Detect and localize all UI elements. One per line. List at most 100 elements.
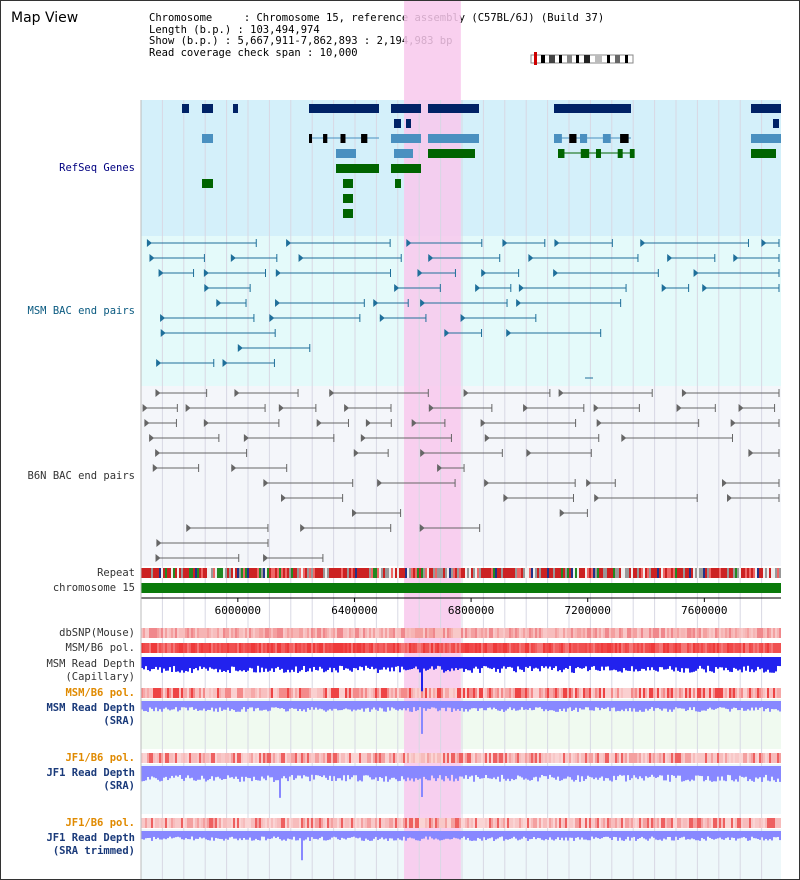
jf1-b6-pol-cell	[169, 753, 171, 763]
jf1-b6-pol-cell	[669, 753, 671, 763]
jf1-trim-depth-bar	[591, 831, 593, 837]
msm-sra-depth-bar	[745, 701, 747, 711]
jf1-trim-depth-bar	[385, 831, 387, 839]
jf1-sra-depth-bar	[313, 766, 315, 780]
jf1-b6-pol-cell	[711, 753, 713, 763]
jf1-b6-pol-cell	[555, 753, 557, 763]
repeat-element	[171, 568, 173, 578]
msm-b6-pol-2-cell	[495, 688, 497, 698]
msm-b6-pol-cell	[655, 643, 657, 653]
track-label-b6n-bac[interactable]: B6N BAC end pairs	[27, 470, 135, 482]
jf1-sra-depth-bar	[763, 766, 765, 778]
jf1-b6-pol-cell	[435, 753, 437, 763]
jf1-b6-pol-2-cell	[769, 818, 771, 828]
msm-bac-end-marker	[158, 269, 164, 277]
jf1-trim-depth-bar	[393, 831, 395, 841]
msm-cap-depth-bar	[141, 657, 143, 669]
msm-b6-pol-2-cell	[407, 688, 409, 698]
msm-sra-depth-bar	[517, 701, 519, 711]
msm-b6-pol-cell	[691, 643, 693, 653]
gene-exon	[617, 149, 623, 158]
dbsnp-cell	[367, 628, 369, 638]
msm-b6-pol-cell	[519, 643, 521, 653]
track-label-msm-bac[interactable]: MSM BAC end pairs	[27, 305, 135, 317]
msm-cap-depth-bar	[493, 657, 495, 668]
msm-b6-pol-2-cell	[287, 688, 289, 698]
msm-b6-pol-cell	[659, 643, 661, 653]
msm-cap-depth-bar	[525, 657, 527, 667]
msm-sra-depth-bar	[181, 701, 183, 708]
jf1-trim-depth-bar	[459, 831, 461, 840]
jf1-sra-depth-bar	[345, 766, 347, 782]
dbsnp-cell	[551, 628, 553, 638]
msm-b6-pol-2-cell	[689, 688, 691, 698]
msm-sra-depth-bar	[251, 701, 253, 708]
msm-b6-pol-cell	[599, 643, 601, 653]
msm-cap-depth-bar	[517, 657, 519, 667]
msm-cap-depth-bar	[703, 657, 705, 670]
jf1-b6-pol-cell	[201, 753, 203, 763]
repeat-element	[409, 568, 411, 578]
jf1-sra-depth-bar	[397, 766, 399, 782]
repeat-element	[709, 568, 711, 578]
track-label-refseq[interactable]: RefSeq Genes	[59, 162, 135, 174]
msm-b6-pol-2-cell	[585, 688, 587, 698]
dbsnp-cell	[165, 628, 167, 638]
dbsnp-cell	[687, 628, 689, 638]
jf1-trim-depth-bar	[305, 831, 307, 840]
jf1-sra-depth-bar	[391, 766, 393, 778]
msm-b6-pol-2-cell	[729, 688, 731, 698]
dbsnp-cell	[409, 628, 411, 638]
msm-b6-pol-2-cell	[591, 688, 593, 698]
dbsnp-cell	[739, 628, 741, 638]
dbsnp-cell	[647, 628, 649, 638]
jf1-b6-pol-cell	[371, 753, 373, 763]
dbsnp-cell	[719, 628, 721, 638]
msm-cap-depth-bar	[351, 657, 353, 672]
msm-cap-depth-bar	[443, 657, 445, 673]
msm-cap-depth-bar	[259, 657, 261, 673]
jf1-b6-pol-cell	[515, 753, 517, 763]
msm-b6-pol-cell	[743, 643, 745, 653]
jf1-sra-depth-bar	[231, 766, 233, 778]
jf1-b6-pol-cell	[703, 753, 705, 763]
track-label-msm-depth-cap-sub: (Capillary)	[65, 671, 135, 683]
msm-sra-depth-bar	[151, 701, 153, 709]
jf1-sra-depth-bar	[289, 766, 291, 777]
jf1-b6-pol-cell	[639, 753, 641, 763]
jf1-b6-pol-cell	[551, 753, 553, 763]
msm-b6-pol-2-cell	[285, 688, 287, 698]
dbsnp-cell	[323, 628, 325, 638]
jf1-sra-depth-bar	[635, 766, 637, 778]
jf1-b6-pol-cell	[649, 753, 651, 763]
dbsnp-cell	[211, 628, 213, 638]
msm-b6-pol-cell	[525, 643, 527, 653]
jf1-b6-pol-cell	[269, 753, 271, 763]
jf1-trim-depth-bar	[445, 831, 447, 839]
jf1-b6-pol-2-cell	[337, 818, 339, 828]
jf1-sra-depth-bar	[721, 766, 723, 777]
jf1-b6-pol-2-cell	[603, 818, 605, 828]
jf1-sra-depth-bar	[301, 766, 303, 779]
dbsnp-cell	[511, 628, 513, 638]
jf1-b6-pol-cell	[165, 753, 167, 763]
msm-b6-pol-2-cell	[645, 688, 647, 698]
jf1-b6-pol-2-cell	[375, 818, 377, 828]
msm-b6-pol-cell	[529, 643, 531, 653]
jf1-trim-depth-bar	[277, 831, 279, 837]
msm-sra-depth-bar	[455, 701, 457, 711]
msm-b6-pol-cell	[647, 643, 649, 653]
repeat-element	[383, 568, 385, 578]
jf1-trim-depth-bar	[617, 831, 619, 841]
repeat-element	[203, 568, 205, 578]
jf1-b6-pol-cell	[211, 753, 213, 763]
jf1-trim-depth-bar	[147, 831, 149, 838]
repeat-element	[317, 568, 319, 578]
jf1-sra-depth-bar	[369, 766, 371, 778]
jf1-b6-pol-2-cell	[619, 818, 621, 828]
msm-b6-pol-2-cell	[547, 688, 549, 698]
msm-b6-pol-2-cell	[545, 688, 547, 698]
jf1-b6-pol-2-cell	[185, 818, 187, 828]
jf1-b6-pol-2-cell	[517, 818, 519, 828]
